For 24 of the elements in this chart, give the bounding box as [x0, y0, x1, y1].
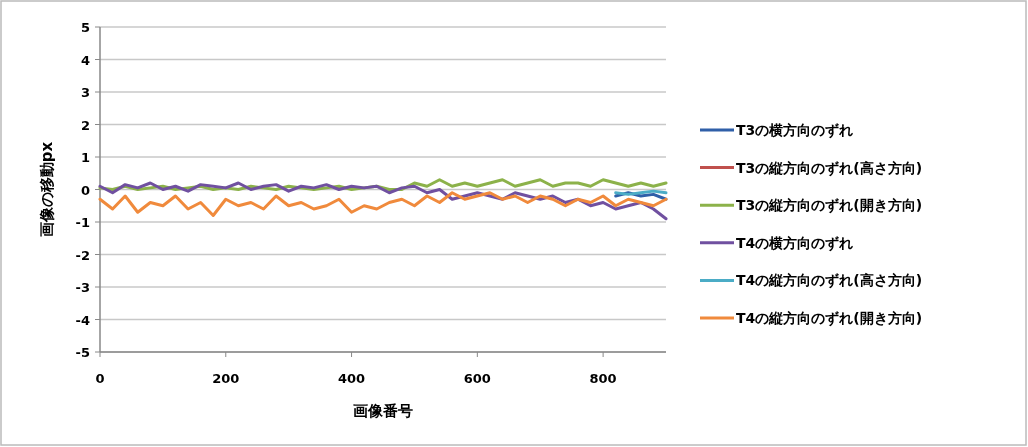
- y-tick-label: -2: [75, 247, 90, 263]
- y-tick-label: 3: [80, 85, 90, 100]
- x-tick-label: 200: [212, 371, 240, 386]
- legend-label: T4の縦方向のずれ(高さ方向): [736, 272, 923, 290]
- y-tick-label: -5: [75, 345, 90, 360]
- y-tick-label: -3: [75, 280, 90, 295]
- legend-label: T4の縦方向のずれ(開き方向): [736, 310, 923, 327]
- y-tick-label: 0: [80, 182, 90, 198]
- legend-label: T3の縦方向のずれ(高さ方向): [736, 159, 923, 177]
- x-tick-label: 600: [463, 371, 491, 386]
- legend-label: T3の縦方向のずれ(開き方向): [736, 197, 923, 215]
- y-tick-label: 2: [80, 117, 90, 133]
- y-tick-label: 4: [80, 52, 90, 68]
- legend-label: T4の横方向のずれ: [736, 234, 854, 252]
- y-tick-label: -4: [75, 312, 90, 328]
- x-tick-label: 400: [337, 371, 366, 386]
- x-axis-title: 画像番号: [353, 402, 413, 420]
- y-tick-label: -1: [75, 215, 90, 230]
- x-tick-label: 800: [589, 371, 617, 386]
- y-axis-title: 画像の移動px: [38, 141, 56, 238]
- x-tick-label: 0: [95, 371, 105, 386]
- legend-label: T3の横方向のずれ: [736, 122, 854, 139]
- y-tick-label: 1: [80, 150, 90, 165]
- y-tick-label: 5: [80, 20, 90, 35]
